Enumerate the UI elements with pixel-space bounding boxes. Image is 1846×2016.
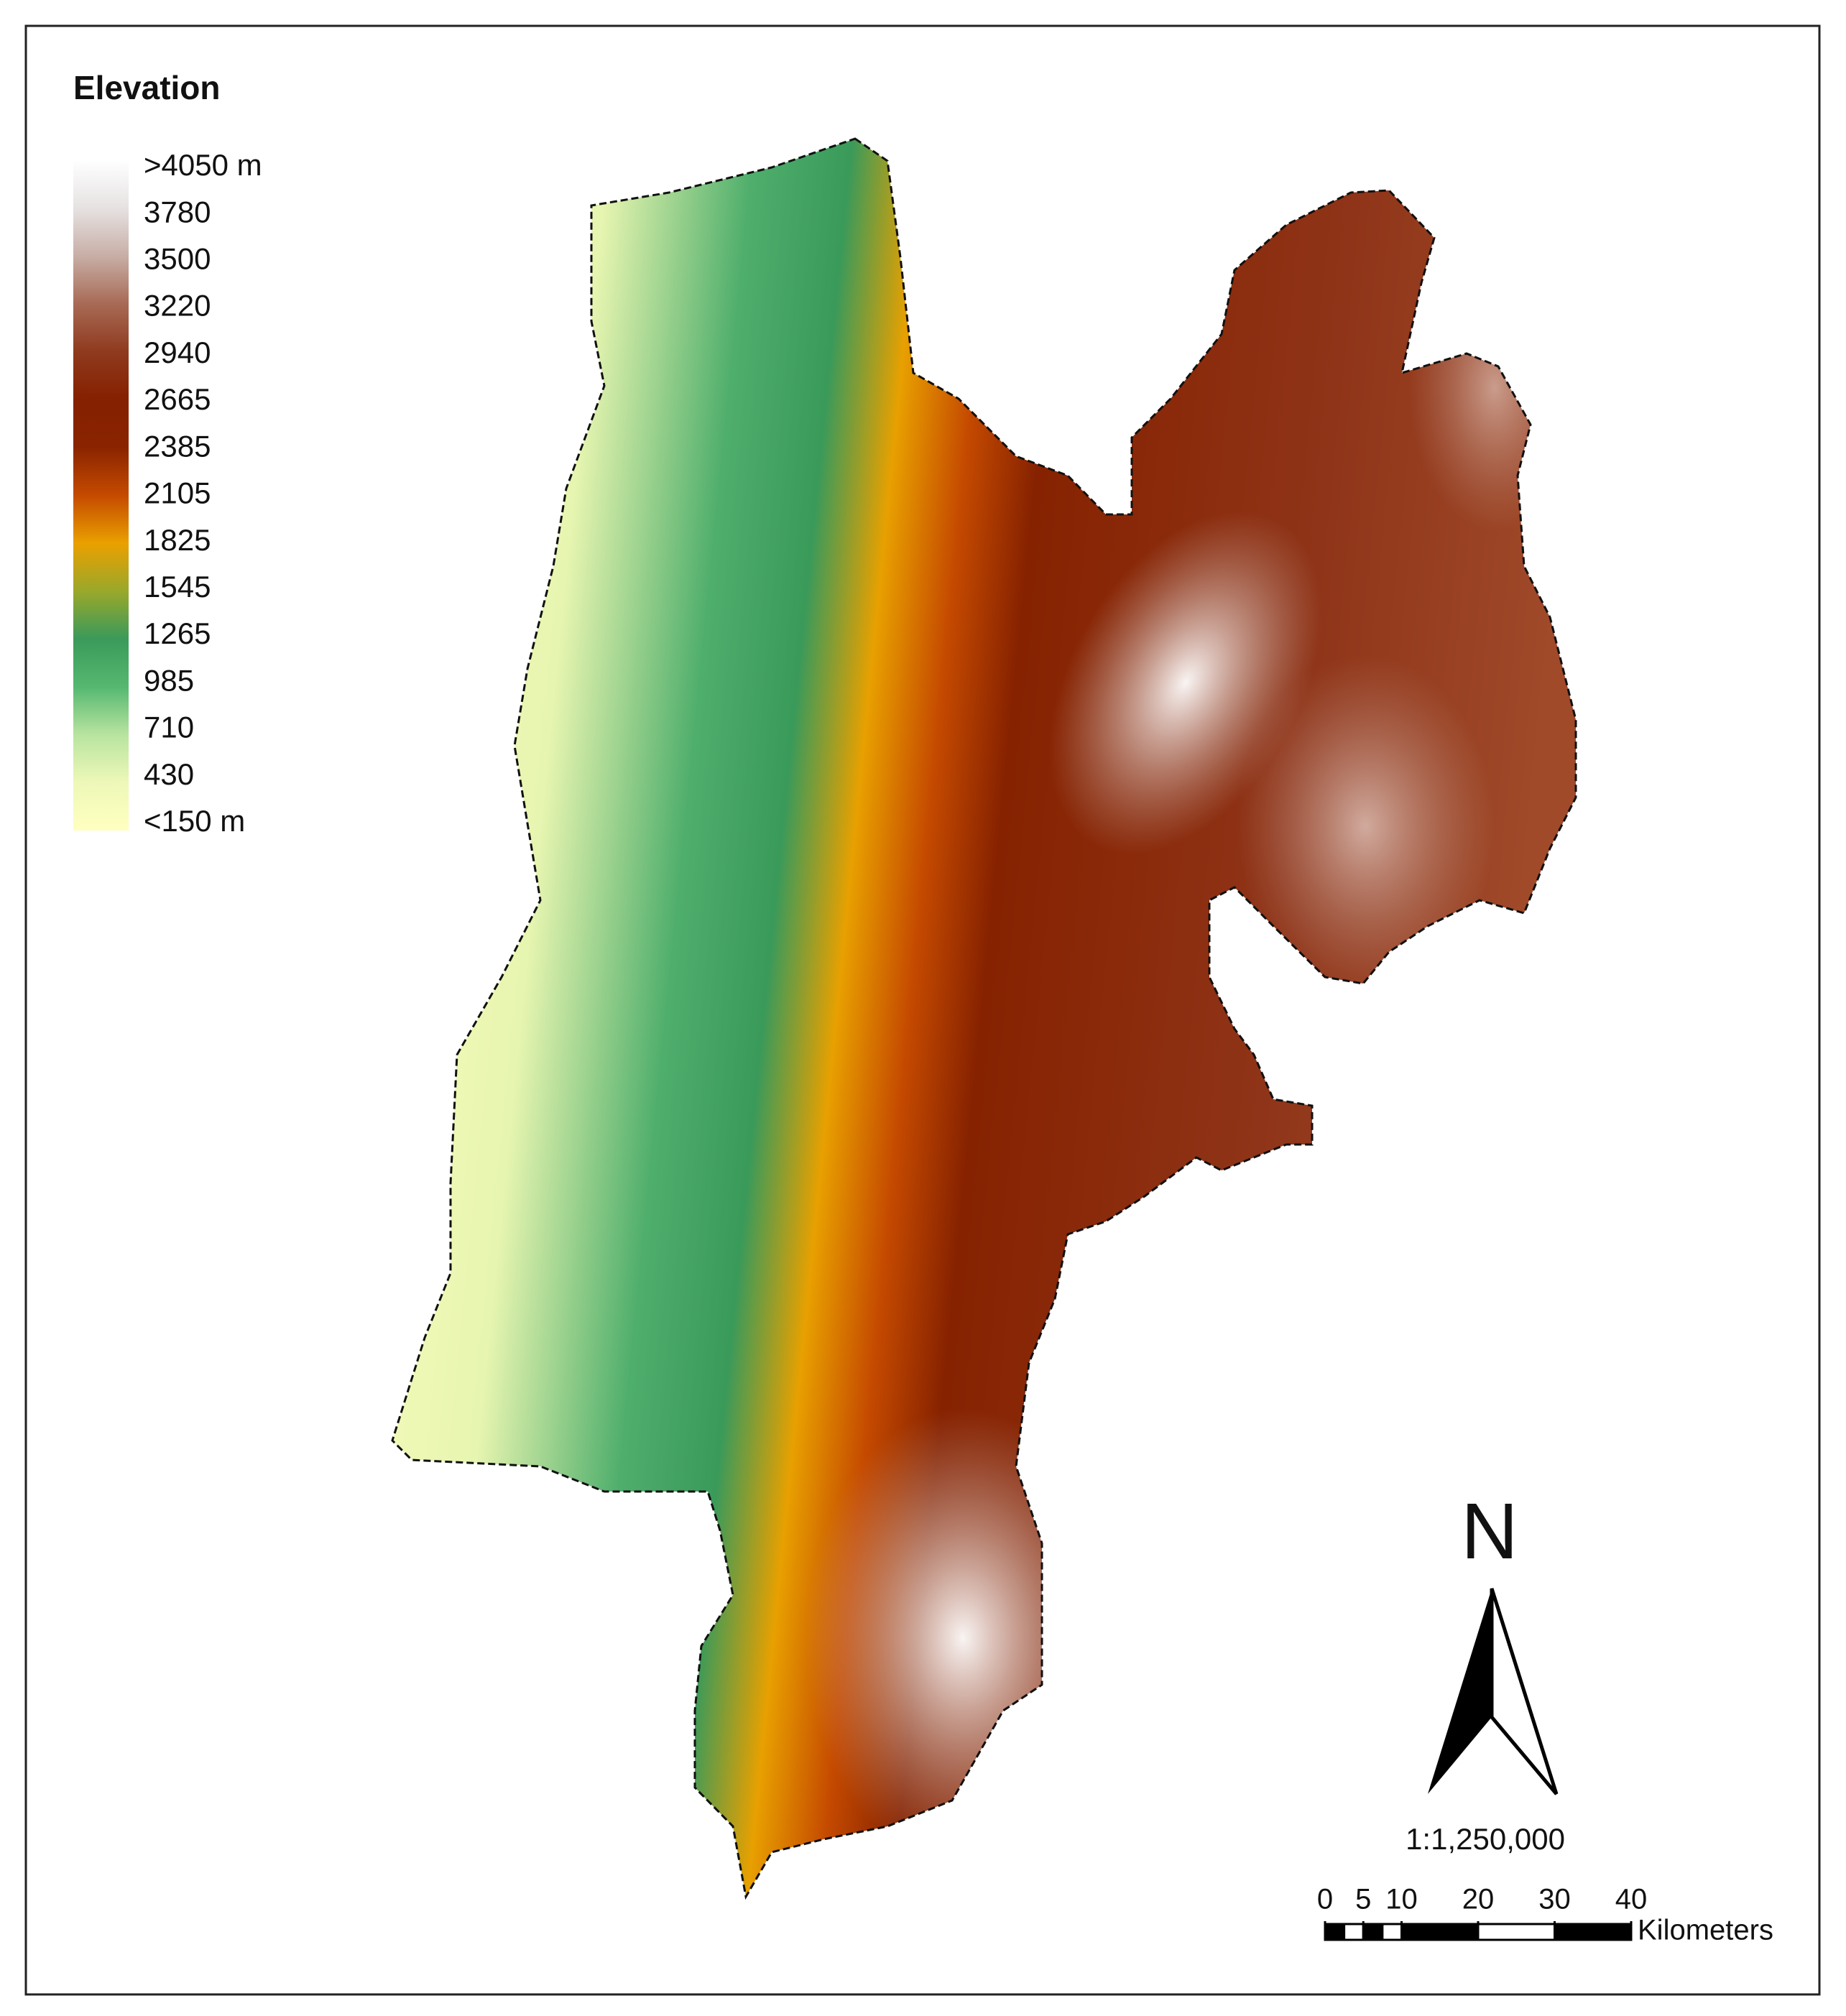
- scale-segment: [1362, 1923, 1384, 1941]
- scale-segment: [1554, 1923, 1633, 1941]
- legend-label: 2385: [144, 429, 211, 463]
- scale-tick-label: 5: [1355, 1884, 1371, 1915]
- scale-ratio: 1:1,250,000: [1406, 1822, 1565, 1856]
- legend-color-bar: [73, 160, 129, 831]
- legend-label: >4050 m: [144, 148, 262, 182]
- legend: >4050 m 3780 3500 3220 2940 2665 2385 2105 1825 1…: [73, 148, 262, 838]
- legend-label: 710: [144, 711, 194, 744]
- legend-label: 985: [144, 663, 194, 697]
- legend-label: 2665: [144, 382, 211, 416]
- north-label: N: [1461, 1487, 1518, 1576]
- legend-title: Elevation: [73, 69, 221, 106]
- elevation-map: [391, 137, 1577, 1898]
- scale-tick-label: 10: [1385, 1884, 1418, 1915]
- legend-label: 2105: [144, 476, 211, 510]
- scale-segment: [1343, 1923, 1365, 1941]
- scale-unit: Kilometers: [1638, 1915, 1773, 1946]
- scale-segment: [1477, 1923, 1556, 1941]
- legend-label: 3500: [144, 242, 211, 276]
- scale-tick-label: 20: [1462, 1884, 1495, 1915]
- legend-label: 1545: [144, 570, 211, 604]
- scale-segment: [1381, 1923, 1403, 1941]
- legend-label: 3220: [144, 289, 211, 323]
- map-frame: [24, 24, 1821, 1996]
- scale-tick-label: 40: [1615, 1884, 1648, 1915]
- scale-tick-label: 0: [1317, 1884, 1333, 1915]
- legend-label: 1825: [144, 523, 211, 557]
- legend-label: 1265: [144, 616, 211, 650]
- legend-label: <150 m: [144, 804, 245, 838]
- legend-label: 430: [144, 757, 194, 791]
- north-arrow: [1428, 1588, 1559, 1795]
- legend-label: 3780: [144, 195, 211, 228]
- scale-tick-label: 30: [1538, 1884, 1571, 1915]
- scale-segment: [1324, 1923, 1346, 1941]
- scale-segment: [1400, 1923, 1480, 1941]
- legend-label: 2940: [144, 336, 211, 369]
